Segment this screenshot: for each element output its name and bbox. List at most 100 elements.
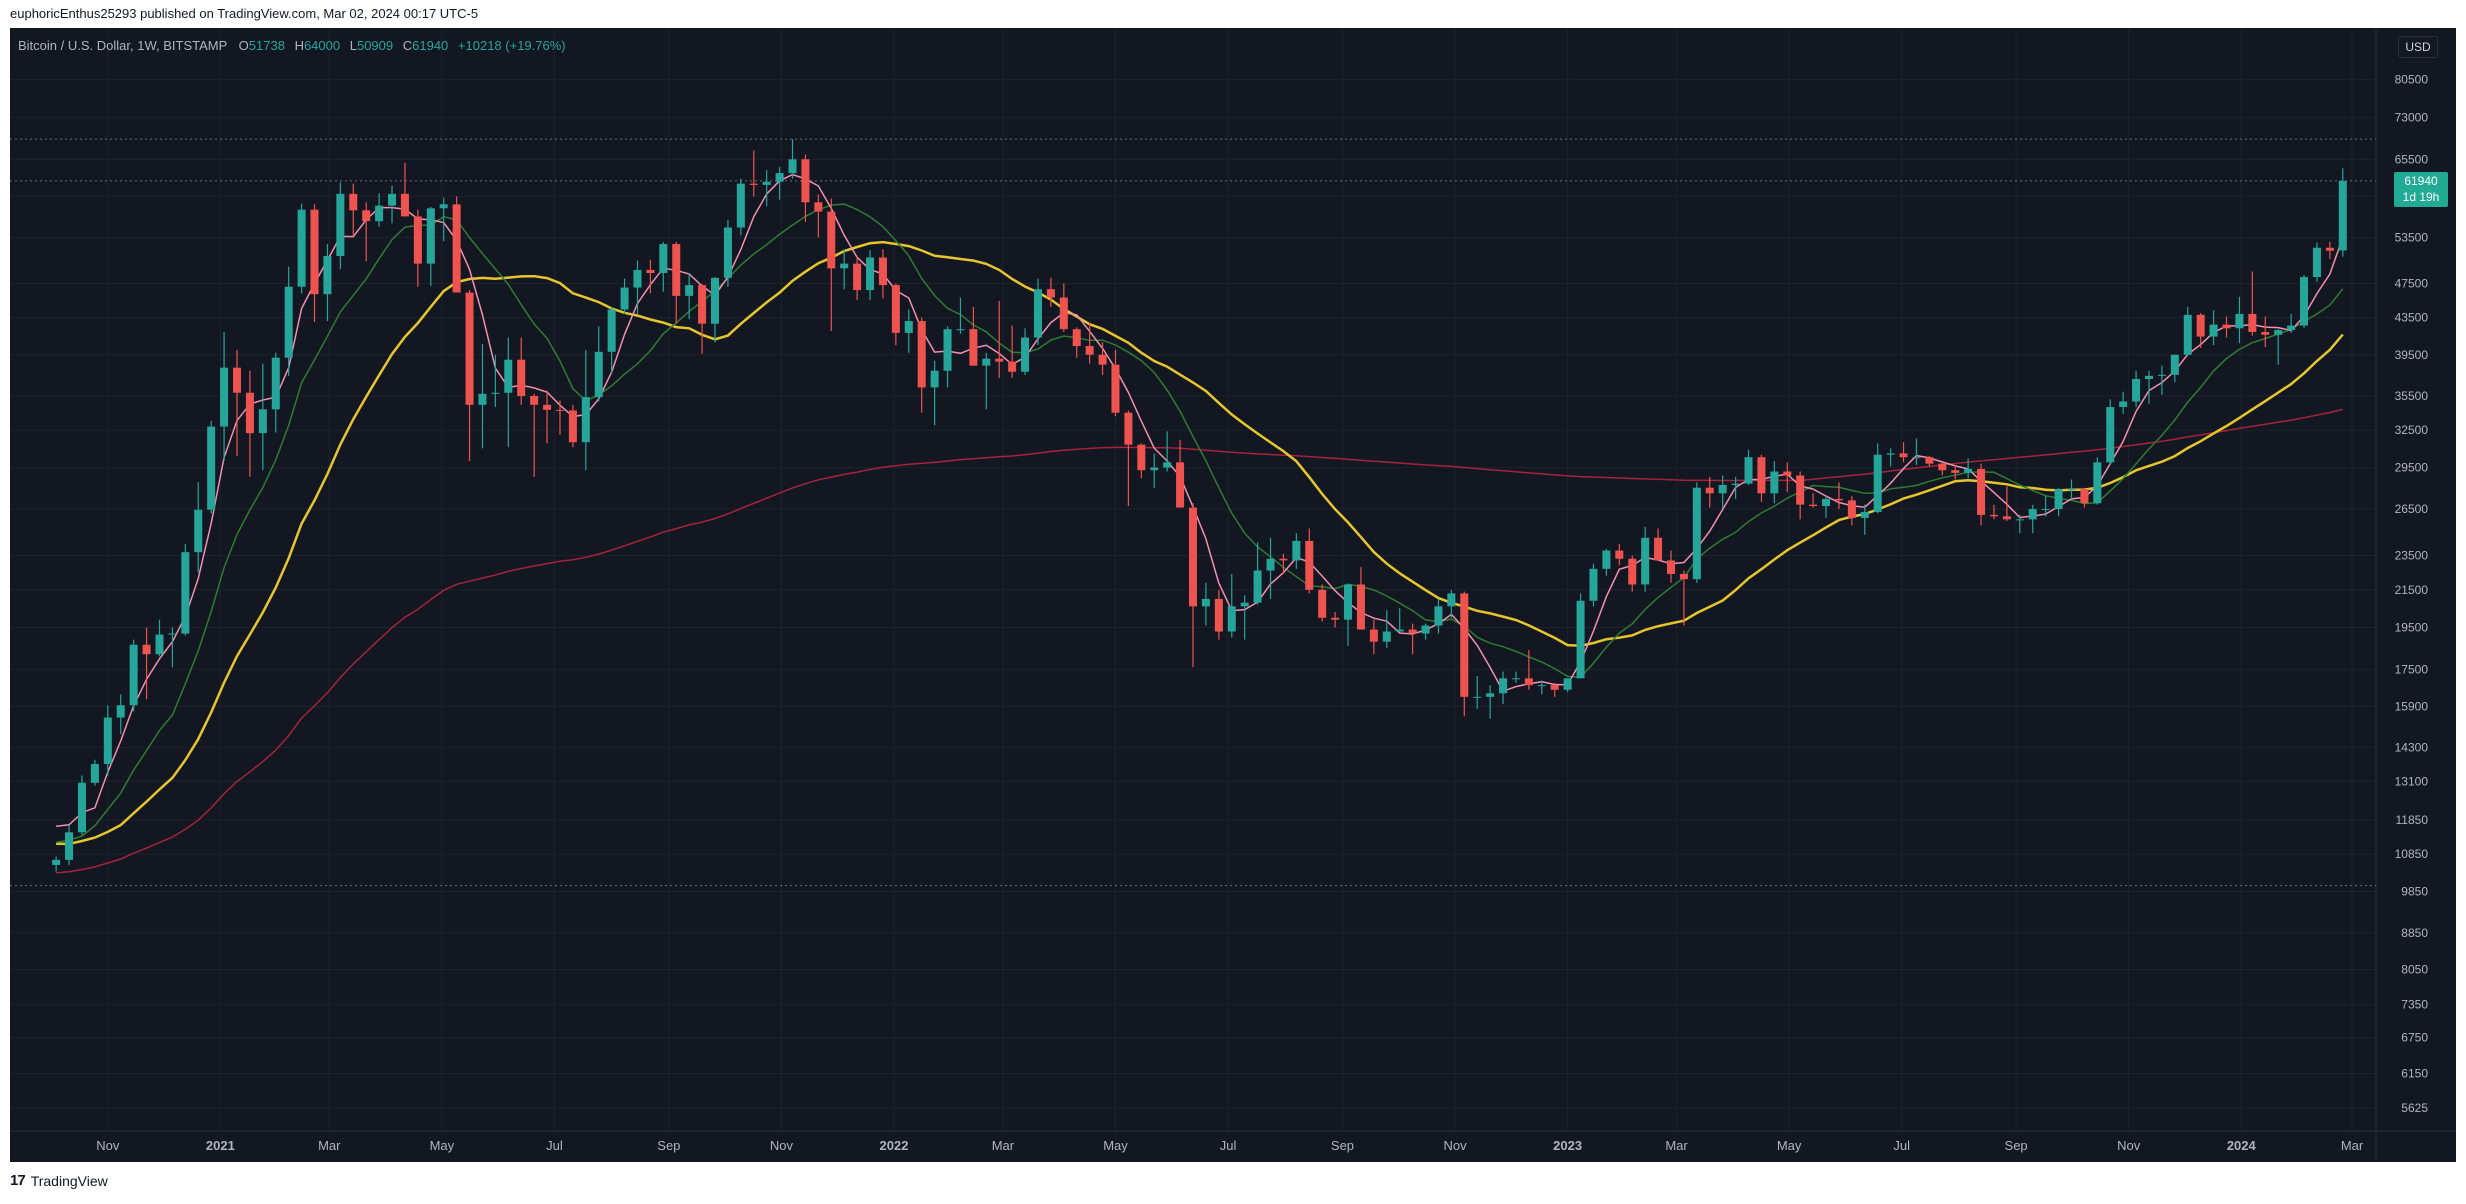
time-tick-label: May [1103, 1138, 1128, 1153]
candle-up [1266, 558, 1275, 571]
candle-down [465, 292, 474, 405]
price-chart[interactable]: 8050073000655005950053500475004350039500… [10, 28, 2456, 1162]
candle-up [2157, 374, 2166, 376]
candle-down [801, 159, 810, 203]
candle-up [2067, 489, 2076, 491]
candle-down [362, 210, 371, 222]
candle-down [142, 644, 151, 655]
currency-button[interactable]: USD [2398, 36, 2438, 58]
ma-4-line [56, 173, 2344, 828]
candle-up [1253, 570, 1262, 603]
candle-up [2144, 375, 2154, 379]
chart-area[interactable]: 8050073000655005950053500475004350039500… [10, 28, 2456, 1162]
candle-down [2002, 516, 2011, 520]
tradingview-footer[interactable]: 17 TradingView [10, 1172, 108, 1189]
symbol-name[interactable]: Bitcoin / U.S. Dollar, 1W, BITSTAMP [18, 38, 228, 53]
candle-down [2261, 331, 2270, 335]
time-tick-label: Mar [992, 1138, 1015, 1153]
price-tick-label: 47500 [2395, 276, 2429, 290]
candle-up [1873, 454, 1882, 512]
candle-down [1977, 468, 1986, 515]
time-tick-label: Sep [2005, 1138, 2028, 1153]
candle-down [1072, 329, 1081, 347]
change-value: +10218 (+19.76%) [457, 38, 566, 53]
candle-down [349, 193, 358, 211]
candle-down [749, 183, 758, 185]
candle-up [2132, 378, 2141, 402]
time-tick-label: Mar [2341, 1138, 2364, 1153]
candle-down [1925, 457, 1934, 464]
candle-up [2093, 462, 2102, 504]
price-tick-label: 43500 [2395, 310, 2429, 324]
candle-up [129, 644, 138, 706]
candle-down [530, 396, 539, 405]
candle-down [1176, 462, 1185, 508]
candle-down [413, 216, 422, 264]
time-tick-label: Nov [96, 1138, 120, 1153]
close-label: C [402, 38, 413, 53]
candle-down [2080, 489, 2089, 504]
candle-up [762, 181, 771, 185]
candle-up [1473, 696, 1482, 698]
candle-down [1938, 463, 1947, 471]
candle-down [2222, 324, 2231, 329]
candle-up [336, 193, 345, 256]
candle-up [2183, 314, 2192, 355]
candle-up [788, 159, 797, 174]
low-label: L [349, 38, 357, 53]
time-tick-label: 2022 [880, 1138, 909, 1153]
candle-up [1163, 462, 1172, 468]
candle-down [917, 321, 926, 388]
candle-up [116, 705, 125, 718]
high-label: H [294, 38, 304, 53]
candle-down [1369, 629, 1378, 642]
candle-down [814, 202, 823, 212]
candle-up [271, 357, 280, 410]
candle-down [232, 367, 242, 393]
candle-up [633, 269, 642, 288]
price-tick-label: 73000 [2395, 110, 2429, 124]
candle-down [1615, 550, 1624, 559]
candle-up [375, 205, 384, 222]
price-tick-label: 17500 [2395, 662, 2429, 676]
time-tick-label: Mar [1665, 1138, 1688, 1153]
last-price: 61940 [2404, 174, 2438, 188]
candle-down [1796, 475, 1805, 505]
candle-down [1834, 498, 1843, 501]
time-tick-label: Nov [1444, 1138, 1468, 1153]
time-tick-label: Sep [657, 1138, 680, 1153]
high-value: 64000 [303, 38, 341, 53]
price-tick-label: 80500 [2395, 73, 2429, 87]
candle-up [1486, 693, 1495, 697]
candle-up [1021, 337, 1030, 372]
price-tick-label: 15900 [2395, 699, 2429, 713]
candle-down [1124, 412, 1133, 445]
price-tick-label: 9850 [2401, 884, 2428, 898]
time-tick-label: Nov [770, 1138, 794, 1153]
time-tick-label: May [1777, 1138, 1802, 1153]
candle-down [1046, 289, 1055, 298]
candle-up [620, 287, 629, 310]
candle-down [878, 257, 887, 286]
price-tick-label: 53500 [2395, 231, 2429, 245]
price-tick-label: 10850 [2395, 847, 2429, 861]
price-tick-label: 5625 [2401, 1101, 2428, 1115]
price-tick-label: 32500 [2395, 423, 2429, 437]
candle-up [1434, 606, 1443, 626]
candle-down [1137, 444, 1146, 471]
price-tick-label: 14300 [2395, 740, 2429, 754]
candle-up [297, 209, 306, 287]
candle-down [1679, 573, 1688, 580]
candle-down [1008, 361, 1017, 372]
candle-down [1628, 558, 1637, 585]
candle-down [995, 358, 1004, 362]
candle-up [956, 329, 965, 331]
candle-up [181, 552, 190, 634]
price-tick-label: 39500 [2395, 348, 2429, 362]
time-tick-label: Mar [318, 1138, 341, 1153]
low-value: 50909 [356, 38, 394, 53]
candle-up [1150, 467, 1159, 471]
candle-up [2170, 354, 2179, 375]
candle-up [1201, 598, 1210, 607]
candle-down [1214, 598, 1223, 632]
